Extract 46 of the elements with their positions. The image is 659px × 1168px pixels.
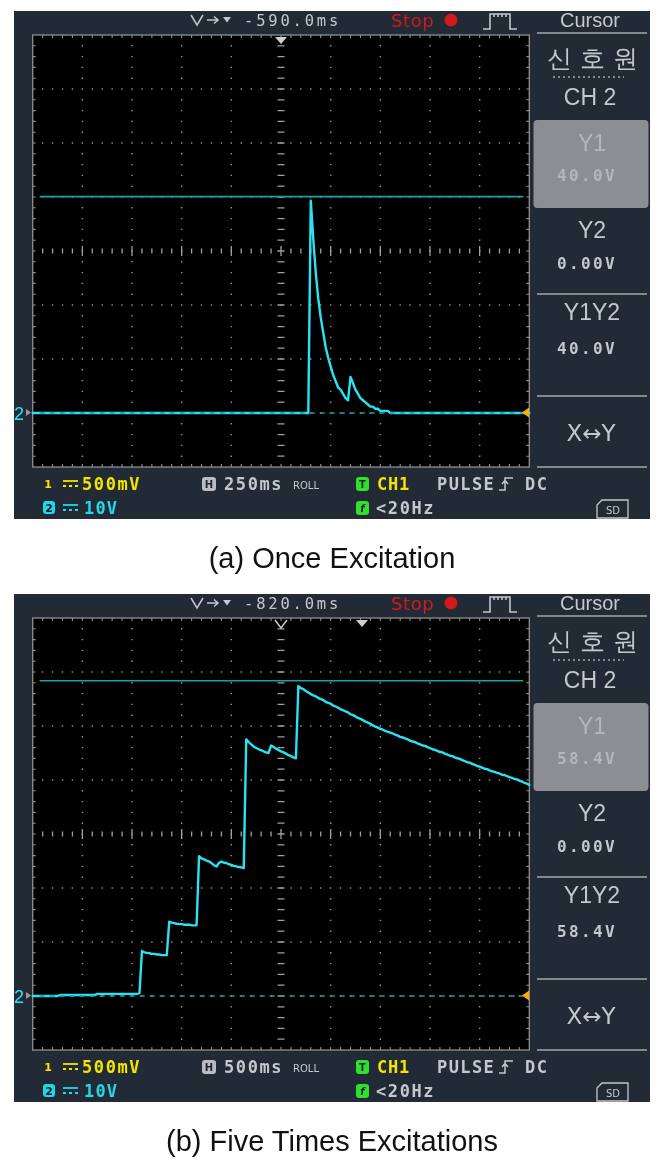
text: 10V: [84, 1081, 119, 1101]
text: CH1: [377, 474, 411, 494]
text: Stop: [391, 10, 435, 31]
text: DC: [525, 474, 549, 494]
text: (b) Five Times Excitations: [166, 1125, 498, 1157]
text: f: [360, 502, 367, 514]
text: Y2: [577, 217, 607, 243]
text: 250ms: [224, 474, 284, 494]
text: SD: [605, 1087, 621, 1099]
text: X↔Y: [566, 420, 617, 446]
text: ROLL: [293, 480, 320, 491]
text: Y2: [577, 800, 607, 826]
text: CH 2: [563, 84, 617, 110]
text: PULSE: [437, 474, 496, 494]
text: 500mV: [82, 1057, 142, 1077]
text: CH 2: [563, 667, 617, 693]
text: X↔Y: [566, 1003, 617, 1029]
text: 1: [44, 1061, 52, 1074]
text: CH1: [377, 1057, 411, 1077]
text: 0.00V: [556, 254, 618, 273]
text: 58.4V: [556, 922, 618, 941]
text: SD: [605, 504, 621, 516]
text: f: [360, 1085, 367, 1097]
text: DC: [525, 1057, 549, 1077]
text: 500mV: [82, 474, 142, 494]
text: 신호원: [546, 44, 646, 73]
text: 신호원: [546, 627, 646, 656]
text: -590.0ms: [244, 12, 342, 30]
text: 0.00V: [556, 837, 618, 856]
text: Cursor: [559, 592, 621, 614]
text: <20Hz: [376, 1081, 436, 1101]
text: 2: [13, 403, 25, 424]
text: 1: [44, 478, 52, 491]
text: 500ms: [224, 1057, 284, 1077]
text: Cursor: [559, 9, 621, 31]
text: ROLL: [293, 1063, 320, 1074]
text: 2: [13, 986, 25, 1007]
text: -820.0ms: [244, 595, 342, 613]
text: (a) Once Excitation: [208, 542, 456, 574]
text: 40.0V: [556, 339, 618, 358]
text: Y1Y2: [563, 299, 621, 325]
text: <20Hz: [376, 498, 436, 518]
text: Y1Y2: [563, 882, 621, 908]
text: PULSE: [437, 1057, 496, 1077]
text: Stop: [391, 593, 435, 614]
text: 10V: [84, 498, 119, 518]
